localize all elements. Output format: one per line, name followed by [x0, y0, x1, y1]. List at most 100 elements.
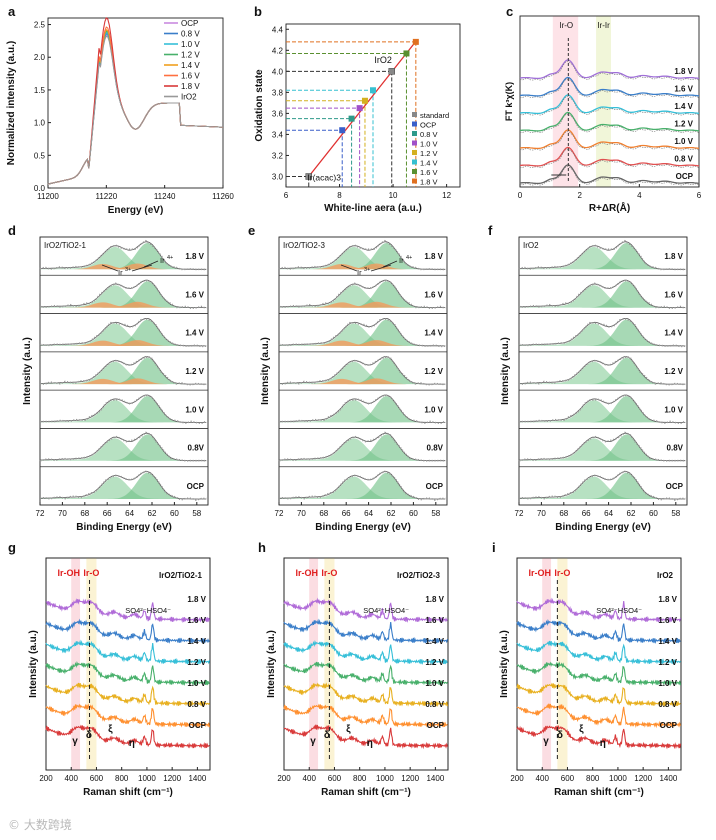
potential-label: 1.4 V [425, 637, 444, 646]
x-tick-label: 200 [510, 774, 524, 783]
annotation-ir-o: Ir-O [554, 568, 570, 578]
fit-peak-ir3 [40, 263, 207, 270]
fit-peak-ir4-5/2 [279, 285, 446, 308]
potential-label: 0.8V [667, 444, 684, 453]
panel-label-i: i [492, 540, 496, 555]
x-tick-label: 64 [125, 509, 134, 518]
y-axis-label: Oxidation state [254, 69, 265, 142]
x-tick-label: 70 [58, 509, 67, 518]
raw-data [39, 279, 207, 310]
band-ir-ir [596, 16, 611, 187]
raw-data [278, 431, 446, 462]
x-tick-label: 68 [80, 509, 89, 518]
series-line-OCP [283, 724, 449, 750]
x-axis-label: Energy (eV) [108, 205, 164, 216]
raw-data [518, 431, 686, 462]
plot-frame-f [518, 236, 688, 506]
x-tick-label: 72 [36, 509, 45, 518]
annotation-ir-oh: Ir-OH [295, 568, 318, 578]
series-line-0.8 V [516, 703, 682, 729]
envelope-line [518, 317, 686, 347]
annotation-sup: 4+ [167, 255, 173, 261]
legend-swatch [412, 140, 417, 146]
plot-frame-d [39, 236, 209, 506]
series-label: 1.4 V [674, 102, 693, 111]
x-tick-label: 60 [170, 509, 179, 518]
x-tick-label: 800 [353, 774, 367, 783]
x-tick-label: 72 [275, 509, 284, 518]
legend-label: 1.0 V [181, 40, 200, 49]
fit-peak-ir4-5/2 [40, 246, 207, 270]
potential-label: 1.6 V [185, 290, 204, 299]
raw-data [278, 239, 446, 271]
x-tick-label: 62 [387, 509, 396, 518]
y-tick-label: 4.4 [272, 25, 284, 34]
fit-peak-ir4-7/2 [519, 434, 686, 461]
annotation-delta: δ [86, 730, 92, 741]
x-tick-label: 400 [536, 774, 550, 783]
annotation-ir-oh: Ir-OH [57, 568, 80, 578]
y-axis-label: Intensity (a.u.) [28, 630, 39, 698]
potential-label: OCP [666, 482, 684, 491]
x-tick-label: 1000 [609, 774, 627, 783]
series-line-1.2 V [45, 661, 210, 686]
fit-line [519, 78, 700, 98]
series-line-IrO2 [47, 35, 224, 185]
raw-data [518, 239, 686, 271]
potential-label: 1.8 V [187, 595, 206, 604]
series-line-0.8 V [519, 146, 700, 167]
x-tick-label: 4 [637, 191, 642, 200]
x-tick-label: 2 [577, 191, 582, 200]
annotation-arrow [370, 264, 392, 272]
y-tick-label: 1.0 [34, 119, 46, 128]
y-tick-label: 3.0 [272, 172, 284, 181]
annotation-ir3: Ir [118, 268, 123, 277]
potential-label: 1.8 V [424, 252, 443, 261]
annotation-sulfate: SO4²⁻HSO4⁻ [125, 606, 171, 615]
envelope-line [279, 394, 446, 423]
y-tick-label: 3.8 [272, 88, 284, 97]
y-tick-label: 1.5 [34, 86, 46, 95]
band-ir-oh [309, 558, 319, 770]
legend-label: 1.2 V [181, 51, 200, 60]
panel-label-e: e [248, 223, 255, 238]
fit-peak-ir4-5/2 [40, 285, 207, 308]
data-point-1.4 V [370, 87, 376, 94]
potential-label: OCP [187, 482, 205, 491]
potential-label: 1.2 V [425, 658, 444, 667]
plot-frame-c [519, 15, 700, 188]
fit-peak-ir4-5/2 [519, 476, 686, 499]
annotation-xi: ξ [579, 724, 584, 735]
x-tick-label: 800 [586, 774, 600, 783]
potential-label: 1.6 V [425, 616, 444, 625]
potential-label: OCP [426, 482, 444, 491]
fit-peak-ir3 [40, 378, 207, 385]
series-line-0.8 V [45, 703, 211, 729]
potential-label: 1.4 V [658, 637, 677, 646]
annotation-xi: ξ [346, 724, 351, 735]
plot-frame-e [278, 236, 448, 506]
fit-peak-ir4-7/2 [40, 357, 207, 385]
annotation-gamma: γ [310, 736, 316, 747]
x-tick-label: 600 [328, 774, 342, 783]
series-line-1.2 V [516, 661, 682, 687]
x-tick-label: 1200 [163, 774, 181, 783]
annotation-sup: 4+ [406, 255, 412, 261]
series-line-1.4 V [519, 94, 700, 115]
series-line-OCP [45, 724, 210, 749]
x-tick-label: 58 [671, 509, 680, 518]
legend-label: 1.8 V [420, 178, 438, 187]
x-tick-label: 200 [277, 774, 291, 783]
potential-label: 1.2 V [187, 658, 206, 667]
x-tick-label: 400 [65, 774, 79, 783]
y-axis-label: FT k³χ(K) [504, 82, 514, 121]
x-tick-label: 66 [342, 509, 351, 518]
annotation-gamma: γ [543, 736, 549, 747]
fit-peak-ir4-7/2 [519, 243, 686, 270]
panel-title: IrO2 [523, 241, 539, 250]
x-tick-label: 800 [115, 774, 129, 783]
annotation-delta: δ [324, 730, 330, 741]
annotation-ir-o: Ir-O [321, 568, 337, 578]
series-line-1.8 V [516, 597, 682, 624]
fit-peak-ir4-7/2 [40, 319, 207, 346]
